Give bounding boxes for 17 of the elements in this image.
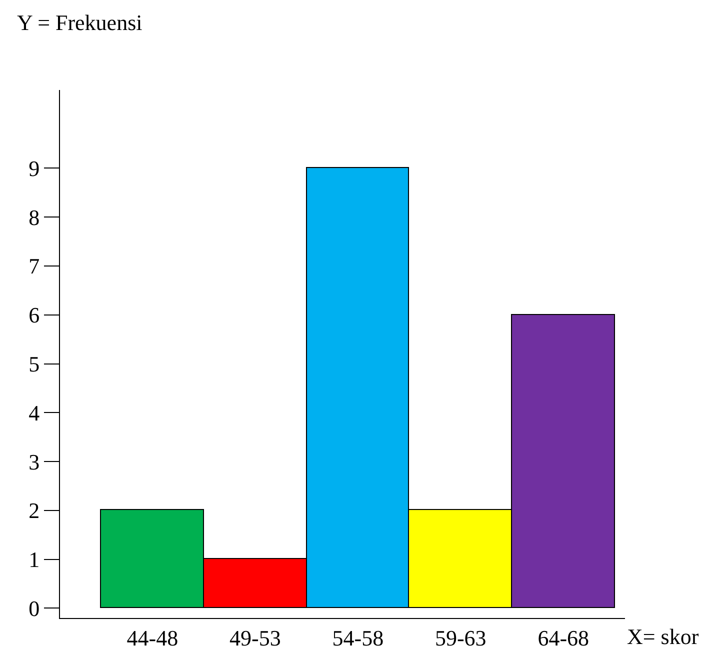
- x-tick-label: 64-68: [538, 625, 590, 650]
- x-tick-label: 44-48: [126, 625, 178, 650]
- x-axis-title: X= skor: [627, 624, 700, 649]
- y-tick-label: 6: [28, 302, 40, 328]
- y-tick-label: 3: [28, 449, 40, 474]
- y-tick-label: 4: [28, 400, 40, 426]
- x-tick-label: 49-53: [230, 625, 281, 650]
- y-tick-label: 7: [28, 254, 40, 279]
- x-tick-label: 54-58: [332, 625, 384, 650]
- y-tick-label: 0: [28, 596, 40, 621]
- y-tick-label: 2: [28, 498, 40, 524]
- y-tick-label: 5: [28, 351, 40, 376]
- y-tick-label: 8: [28, 204, 40, 230]
- y-tick-label: 1: [28, 547, 40, 572]
- y-axis-title: Y = Frekuensi: [17, 10, 142, 35]
- y-tick-label: 9: [28, 156, 40, 181]
- x-tick-label: 59-63: [434, 625, 486, 650]
